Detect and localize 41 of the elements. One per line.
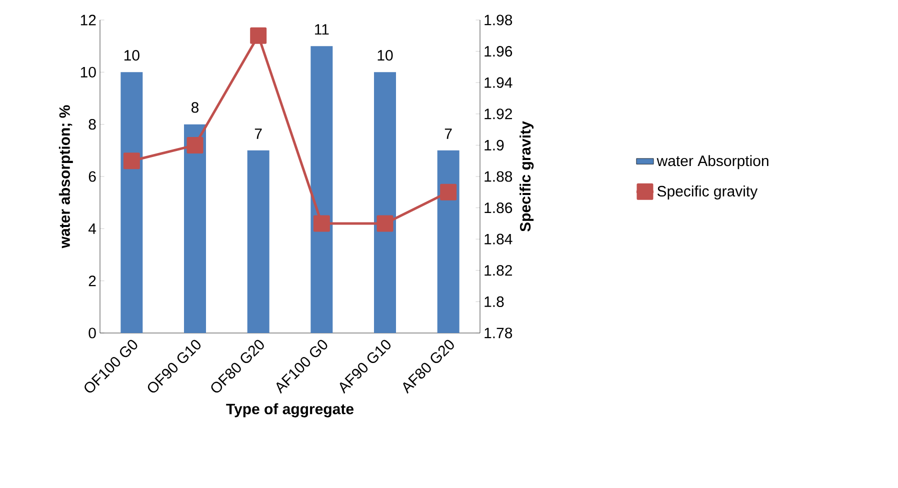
y2-tick-label: 1.92 (484, 108, 512, 120)
data-label: 8 (191, 102, 199, 113)
y2-tick-label: 1.86 (484, 202, 512, 214)
y2-axis-title: Specific gravity (520, 121, 534, 232)
data-label: 7 (254, 128, 262, 139)
bar (437, 150, 460, 334)
y2-tick-label: 1.96 (484, 46, 512, 57)
y-axis-title: water absorption; % (58, 105, 73, 248)
y-tick-label: 10 (80, 66, 96, 78)
point (123, 152, 140, 170)
point (376, 215, 394, 232)
y2-tick-label: 1.98 (484, 14, 512, 26)
data-label: 10 (378, 50, 393, 61)
bar (247, 150, 270, 334)
bar (120, 72, 143, 334)
y-tick-label: 8 (88, 119, 96, 130)
y2-tick-label: 1.88 (484, 171, 512, 182)
data-label: 7 (444, 128, 452, 139)
point (313, 215, 330, 232)
y2-tick-label: 1.9 (484, 140, 504, 151)
legend-label: water Absorption (656, 155, 768, 170)
y2-tick-label: 1.8 (484, 296, 504, 308)
point (440, 184, 457, 200)
point (186, 136, 204, 154)
y2-tick-label: 1.78 (484, 328, 512, 338)
y2-tick-label: 1.94 (484, 77, 512, 88)
y-tick-label: 4 (88, 224, 96, 234)
data-label: 11 (315, 24, 329, 35)
y-tick-label: 2 (88, 276, 96, 286)
y-tick-label: 0 (88, 328, 96, 338)
y2-tick-label: 1.82 (484, 265, 512, 276)
y-tick-label: 12 (80, 14, 96, 26)
data-label: 10 (124, 50, 140, 61)
bar (310, 46, 333, 334)
x-axis-title: Type of aggregate (226, 403, 354, 418)
y2-tick-label: 1.84 (484, 234, 512, 244)
legend-label: Specific gravity (657, 186, 758, 200)
point (250, 27, 267, 44)
bar (184, 124, 206, 334)
y-tick-label: 6 (88, 171, 96, 182)
bar (374, 72, 396, 334)
